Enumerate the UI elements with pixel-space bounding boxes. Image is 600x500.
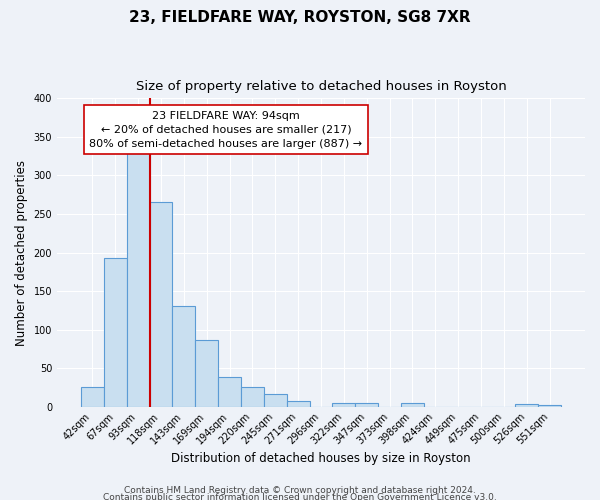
Title: Size of property relative to detached houses in Royston: Size of property relative to detached ho… [136,80,506,93]
Bar [401,403,424,406]
Bar [355,403,378,406]
Bar [287,400,310,406]
Bar [104,258,127,406]
Bar [127,152,149,406]
Text: Contains HM Land Registry data © Crown copyright and database right 2024.: Contains HM Land Registry data © Crown c… [124,486,476,495]
Y-axis label: Number of detached properties: Number of detached properties [15,160,28,346]
Bar [218,378,241,406]
Text: Contains public sector information licensed under the Open Government Licence v3: Contains public sector information licen… [103,494,497,500]
Bar [172,306,196,406]
Bar [538,405,561,406]
Bar [241,388,264,406]
Bar [149,202,172,406]
X-axis label: Distribution of detached houses by size in Royston: Distribution of detached houses by size … [171,452,471,465]
Bar [81,388,104,406]
Bar [196,340,218,406]
Text: 23, FIELDFARE WAY, ROYSTON, SG8 7XR: 23, FIELDFARE WAY, ROYSTON, SG8 7XR [129,10,471,25]
Bar [515,404,538,406]
Bar [332,403,355,406]
Text: 23 FIELDFARE WAY: 94sqm
← 20% of detached houses are smaller (217)
80% of semi-d: 23 FIELDFARE WAY: 94sqm ← 20% of detache… [89,110,362,148]
Bar [264,394,287,406]
